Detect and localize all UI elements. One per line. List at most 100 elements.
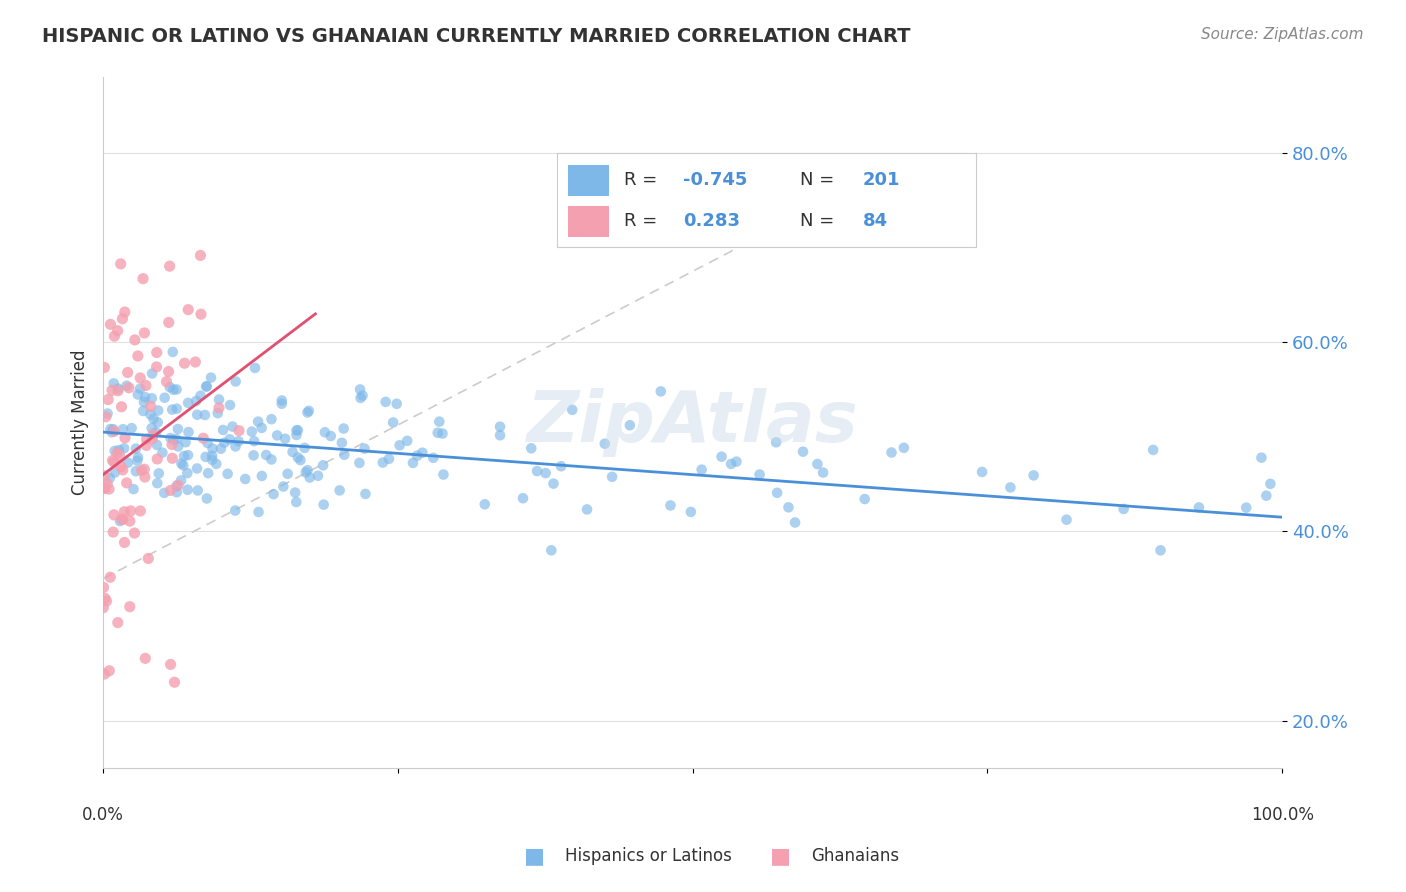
Point: [96, 407, 118, 421]
Point: [720, 457, 742, 471]
Point: [118, 381, 141, 395]
Point: [129, 504, 152, 518]
Point: [167, 478, 190, 492]
Point: [297, 463, 319, 477]
Point: [250, 421, 273, 435]
Point: [124, 333, 146, 347]
Point: [115, 378, 138, 392]
Point: [489, 428, 512, 442]
Point: [765, 435, 787, 450]
Point: [115, 475, 138, 490]
Point: [167, 439, 190, 453]
Point: [208, 401, 231, 415]
Point: [129, 371, 152, 385]
Point: [165, 479, 187, 493]
Point: [766, 485, 789, 500]
Text: Hispanics or Latinos: Hispanics or Latinos: [565, 847, 733, 865]
Point: [112, 505, 135, 519]
Point: [165, 432, 187, 446]
Point: [314, 425, 336, 440]
Point: [284, 485, 307, 500]
Point: [201, 442, 224, 456]
Point: [104, 466, 127, 480]
Point: [250, 469, 273, 483]
Point: [526, 464, 548, 478]
Point: [1142, 442, 1164, 457]
Point: [132, 271, 155, 285]
Point: [114, 431, 136, 445]
Point: [166, 485, 188, 500]
Point: [290, 453, 312, 467]
Point: [159, 483, 181, 498]
Point: [170, 457, 193, 471]
Point: [270, 397, 292, 411]
Point: [242, 449, 264, 463]
Text: Source: ZipAtlas.com: Source: ZipAtlas.com: [1201, 27, 1364, 42]
Point: [214, 435, 236, 450]
Point: [312, 458, 335, 473]
Point: [354, 487, 377, 501]
Point: [127, 450, 149, 465]
Point: [307, 468, 329, 483]
Point: [207, 406, 229, 420]
Point: [659, 499, 682, 513]
Point: [159, 259, 181, 273]
Point: [160, 402, 183, 417]
Point: [186, 408, 208, 422]
Point: [142, 427, 165, 442]
Point: [218, 432, 240, 446]
Point: [576, 502, 599, 516]
Point: [170, 474, 193, 488]
Point: [134, 326, 156, 340]
Point: [177, 425, 200, 439]
Point: [127, 454, 149, 468]
Point: [127, 387, 149, 401]
Point: [281, 445, 304, 459]
Point: [294, 466, 316, 480]
Point: [432, 426, 454, 441]
Point: [374, 395, 396, 409]
Point: [561, 402, 583, 417]
Point: [118, 599, 141, 614]
Point: [285, 495, 308, 509]
Point: [190, 389, 212, 403]
Point: [177, 396, 200, 410]
Point: [107, 382, 129, 396]
Point: [221, 419, 243, 434]
Point: [159, 657, 181, 672]
Point: [111, 463, 134, 477]
Point: [146, 476, 169, 491]
Point: [650, 384, 672, 399]
Point: [162, 383, 184, 397]
Point: [186, 461, 208, 475]
Point: [298, 470, 321, 484]
Point: [159, 431, 181, 445]
Point: [157, 365, 180, 379]
Point: [285, 424, 308, 438]
Point: [101, 384, 124, 398]
Text: 100.0%: 100.0%: [1251, 805, 1313, 823]
Point: [127, 349, 149, 363]
Point: [426, 425, 449, 440]
Point: [512, 491, 534, 506]
Point: [146, 438, 169, 452]
Point: [200, 370, 222, 384]
Point: [260, 412, 283, 426]
Text: ZipAtlas: ZipAtlas: [527, 388, 859, 457]
Point: [166, 422, 188, 436]
Point: [893, 441, 915, 455]
Point: [273, 479, 295, 493]
Point: [97, 392, 120, 407]
Point: [243, 360, 266, 375]
Point: [172, 458, 194, 473]
Point: [177, 448, 200, 462]
Point: [96, 476, 118, 491]
Point: [114, 305, 136, 319]
Point: [100, 425, 122, 440]
Point: [285, 428, 308, 442]
Point: [163, 675, 186, 690]
Point: [135, 438, 157, 452]
Point: [382, 416, 405, 430]
Point: [100, 422, 122, 436]
Point: [332, 421, 354, 435]
